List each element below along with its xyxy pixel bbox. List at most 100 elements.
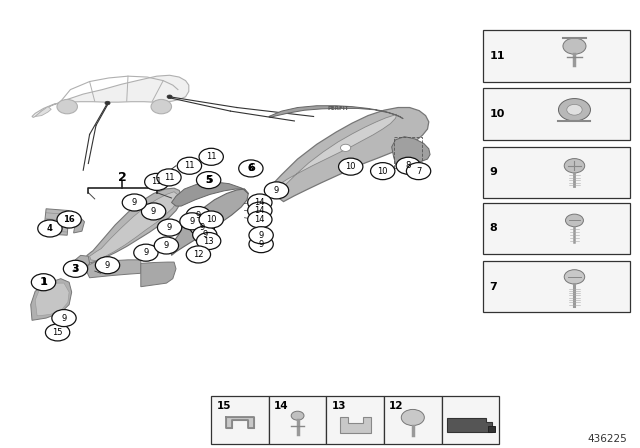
Text: 10: 10 [206, 215, 216, 224]
Text: 9: 9 [196, 211, 201, 220]
Circle shape [145, 173, 169, 190]
Text: 7: 7 [490, 282, 497, 292]
Text: 15: 15 [216, 401, 231, 411]
FancyBboxPatch shape [483, 261, 630, 313]
Polygon shape [269, 108, 429, 202]
Polygon shape [86, 188, 182, 263]
Circle shape [157, 219, 182, 236]
Circle shape [239, 160, 263, 177]
Text: 9: 9 [274, 186, 279, 195]
Polygon shape [90, 192, 178, 261]
Polygon shape [31, 279, 72, 320]
Text: 6: 6 [247, 164, 255, 173]
Text: 12: 12 [193, 250, 204, 259]
Circle shape [193, 226, 217, 243]
Circle shape [249, 236, 273, 253]
FancyBboxPatch shape [211, 396, 269, 444]
Text: 9: 9 [164, 241, 169, 250]
Circle shape [340, 144, 351, 151]
Circle shape [249, 227, 273, 244]
Circle shape [339, 158, 363, 175]
Polygon shape [488, 426, 495, 432]
Polygon shape [392, 137, 430, 168]
Text: 9: 9 [61, 314, 67, 323]
Circle shape [151, 99, 172, 114]
Text: 1: 1 [40, 278, 47, 287]
Text: 9: 9 [202, 230, 207, 239]
Text: 10: 10 [378, 167, 388, 176]
Circle shape [248, 202, 272, 219]
Polygon shape [141, 262, 176, 287]
Text: 11: 11 [206, 152, 216, 161]
Circle shape [371, 163, 395, 180]
Circle shape [45, 324, 70, 341]
Text: 9: 9 [151, 207, 156, 216]
Circle shape [134, 244, 158, 261]
Circle shape [396, 157, 420, 174]
Circle shape [248, 211, 272, 228]
Circle shape [196, 233, 221, 250]
Circle shape [199, 211, 223, 228]
FancyBboxPatch shape [483, 30, 630, 82]
Circle shape [186, 207, 211, 224]
Polygon shape [32, 75, 189, 117]
Text: 14: 14 [255, 198, 265, 207]
Text: 7: 7 [416, 167, 421, 176]
Circle shape [95, 257, 120, 274]
Circle shape [559, 99, 591, 121]
Text: 12: 12 [389, 401, 404, 411]
FancyBboxPatch shape [483, 202, 630, 254]
Circle shape [564, 270, 585, 284]
Text: 11: 11 [152, 177, 162, 186]
Circle shape [563, 38, 586, 54]
Text: 1: 1 [40, 277, 47, 287]
Polygon shape [74, 217, 84, 233]
Text: 2: 2 [118, 171, 127, 184]
Circle shape [199, 148, 223, 165]
Text: 15: 15 [52, 328, 63, 337]
Text: PERFIT: PERFIT [327, 106, 349, 111]
Polygon shape [172, 182, 248, 206]
Polygon shape [269, 106, 403, 119]
Text: 9: 9 [167, 223, 172, 232]
Circle shape [52, 310, 76, 327]
Circle shape [567, 104, 582, 115]
Circle shape [180, 213, 204, 230]
Text: 10: 10 [490, 109, 505, 119]
Circle shape [190, 219, 214, 236]
Circle shape [167, 95, 172, 99]
FancyBboxPatch shape [483, 89, 630, 140]
Text: 9: 9 [189, 217, 195, 226]
Circle shape [248, 194, 272, 211]
Text: 10: 10 [346, 162, 356, 171]
FancyBboxPatch shape [269, 396, 326, 444]
Text: 13: 13 [332, 401, 346, 411]
Polygon shape [171, 189, 248, 255]
Text: 9: 9 [490, 168, 497, 177]
Circle shape [63, 260, 88, 277]
Circle shape [291, 411, 304, 420]
Text: 11: 11 [490, 51, 505, 61]
Text: 9: 9 [259, 240, 264, 249]
Circle shape [264, 182, 289, 199]
Polygon shape [226, 418, 254, 428]
Circle shape [406, 163, 431, 180]
Text: 4: 4 [47, 224, 53, 233]
Polygon shape [340, 417, 371, 433]
Polygon shape [74, 255, 90, 271]
Circle shape [401, 409, 424, 426]
Circle shape [196, 172, 221, 189]
Text: 14: 14 [255, 215, 265, 224]
Text: 436225: 436225 [588, 435, 627, 444]
Circle shape [105, 101, 110, 105]
Text: 8: 8 [406, 161, 411, 170]
Circle shape [31, 274, 56, 291]
Circle shape [157, 169, 181, 186]
Polygon shape [35, 283, 69, 316]
Text: 13: 13 [204, 237, 214, 246]
Text: 9: 9 [132, 198, 137, 207]
Polygon shape [35, 107, 51, 116]
Text: 11: 11 [164, 173, 174, 182]
Polygon shape [447, 418, 492, 432]
Circle shape [186, 246, 211, 263]
